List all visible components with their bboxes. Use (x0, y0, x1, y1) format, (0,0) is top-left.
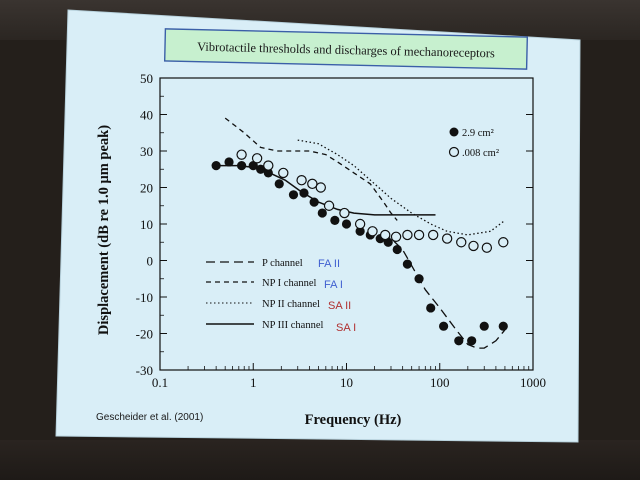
data-point-filled (454, 336, 464, 346)
data-point-filled (263, 168, 273, 178)
y-tick-label: 10 (140, 217, 153, 232)
data-point-open (323, 200, 335, 211)
slide-background (55, 9, 581, 443)
x-tick-label: 1000 (520, 375, 546, 390)
curve-short-dash (224, 117, 398, 221)
x-tick-label: 0.1 (152, 375, 168, 390)
data-point-open (498, 237, 509, 248)
curve-dotted (297, 139, 506, 236)
data-point-filled (341, 219, 352, 229)
y-tick-label: 40 (140, 108, 153, 123)
legend-label-npiii: NP III channel (262, 320, 324, 331)
y-tick-label: 20 (140, 181, 153, 196)
y-axis-label: Displacement (dB re 1.0 μm peak) (96, 125, 112, 335)
data-point-open (456, 237, 467, 248)
data-point-filled (211, 161, 221, 171)
data-point-filled (317, 208, 327, 218)
data-point-open (402, 229, 413, 241)
data-point-filled (355, 226, 365, 236)
data-point-open (278, 167, 289, 179)
room-floor (0, 440, 640, 480)
y-tick-label: 0 (147, 254, 154, 269)
y-tick-label: 30 (140, 144, 153, 159)
y-tick-label: -20 (136, 327, 153, 342)
data-point-filled (236, 161, 247, 171)
data-point-open (481, 242, 493, 253)
legend-label-filled: 2.9 cm² (462, 128, 494, 139)
data-point-filled (498, 321, 508, 331)
data-point-open (390, 231, 402, 242)
data-point-open (307, 178, 318, 190)
data-point-open (354, 218, 366, 230)
data-point-filled (248, 161, 258, 171)
data-point-filled (299, 188, 309, 198)
title-box (163, 28, 529, 70)
legend-label-open: .008 cm² (462, 148, 499, 159)
data-point-open (236, 149, 247, 160)
data-point-open (296, 174, 307, 186)
slide-title: Vibrotactile thresholds and discharges o… (197, 40, 495, 61)
data-point-filled (224, 157, 234, 167)
marker-legend: 2.9 cm² .008 cm² (448, 127, 499, 159)
y-tick-label: -10 (136, 290, 153, 305)
y-tick-label: -30 (136, 363, 153, 378)
x-axis-label: Frequency (Hz) (305, 412, 402, 428)
legend-label-npi: NP I channel (262, 278, 317, 289)
data-point-open (251, 153, 263, 164)
legend-tag-npii: SA II (328, 300, 351, 312)
data-point-filled (288, 190, 299, 200)
data-point-filled (256, 164, 266, 174)
data-point-open (441, 233, 453, 244)
data-point-open (468, 240, 479, 252)
data-point-filled (414, 274, 424, 284)
legend-marker-open (448, 146, 460, 158)
data-point-filled (402, 259, 413, 269)
data-point-open (263, 160, 274, 171)
legend-tag-npiii: SA I (336, 322, 356, 334)
data-point-open (315, 182, 326, 193)
x-tick-label: 1 (250, 375, 257, 390)
data-point-filled (467, 336, 477, 346)
data-point-open (339, 207, 350, 219)
citation: Gescheider et al. (2001) (96, 412, 203, 423)
data-point-open (379, 229, 391, 241)
y-tick-label: 50 (140, 71, 153, 86)
data-point-open (413, 229, 425, 241)
legend-marker-filled (449, 127, 459, 137)
data-point-open (427, 229, 439, 241)
x-tick-label: 100 (430, 375, 450, 390)
data-point-filled (392, 244, 402, 255)
data-point-filled (330, 215, 340, 225)
data-point-filled (479, 321, 489, 331)
legend-tag-npi: FA I (324, 279, 343, 291)
data-point-filled (309, 197, 319, 207)
points-layer (211, 149, 509, 346)
data-point-filled (439, 321, 449, 331)
channel-legend: P channel FA II NP I channel FA I NP II … (206, 258, 356, 334)
data-point-filled (274, 179, 284, 189)
legend-label-npii: NP II channel (262, 299, 320, 310)
legend-tag-p: FA II (318, 258, 340, 270)
legend-label-p: P channel (262, 258, 303, 269)
x-tick-label: 10 (340, 375, 353, 390)
curve-long-dash (383, 230, 506, 349)
data-point-open (367, 226, 378, 237)
data-point-filled (426, 303, 436, 313)
